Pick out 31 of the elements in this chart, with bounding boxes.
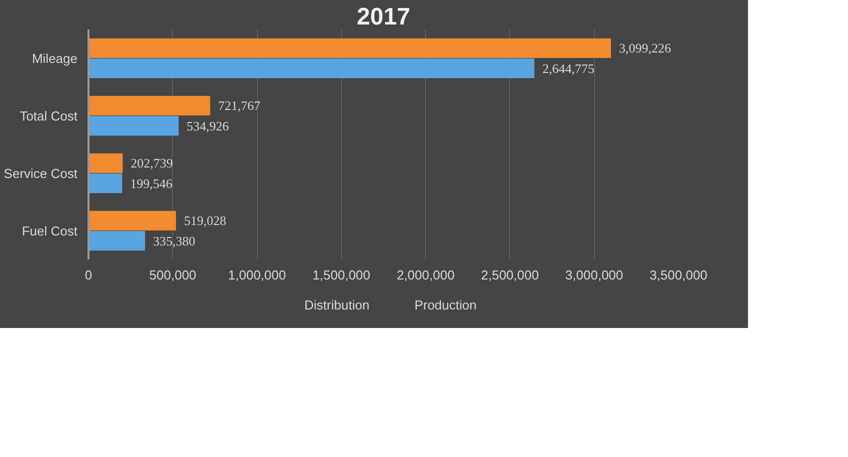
x-tick-label: 500,000 [149,268,196,282]
y-tick-label: Service Cost [4,166,78,181]
bar [88,38,611,58]
data-label: 335,380 [153,233,196,248]
text: Distribution [304,298,370,312]
y-tick-label: Fuel Cost [22,223,78,238]
x-tick-label: 2,500,000 [481,268,539,282]
data-label: 2,644,775 [542,60,594,76]
data-label: 199,546 [130,176,173,191]
x-tick-label: 0 [84,268,92,282]
data-label: 3,099,226 [618,40,672,56]
y-tick-label: Total Cost [20,108,78,124]
bar [88,210,176,231]
x-tick-label: 3,000,000 [565,268,624,282]
bar [88,96,210,116]
x-tick-label: 1,000,000 [228,268,286,282]
data-label: 534,926 [186,118,230,134]
bar [88,58,534,78]
x-tick-label: 3,500,000 [650,268,708,282]
data-label: 721,767 [218,98,261,114]
bar [88,116,179,136]
data-label: 202,739 [130,156,173,171]
data-label: 519,028 [184,213,226,228]
bar [88,173,122,194]
x-tick-label: 2,000,000 [396,268,455,282]
bar [88,230,146,251]
text: Production [414,298,477,312]
x-tick-label: 1,500,000 [312,268,370,282]
bar [88,153,123,174]
y-tick-label: Mileage [32,50,78,66]
chart-title: 2017 [356,4,410,30]
